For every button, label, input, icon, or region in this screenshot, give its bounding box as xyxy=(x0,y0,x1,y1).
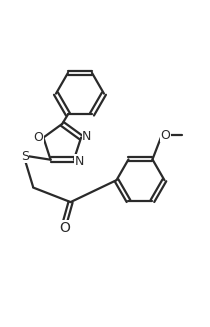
Text: O: O xyxy=(161,129,171,142)
Text: N: N xyxy=(74,155,84,168)
Text: O: O xyxy=(59,221,70,235)
Text: O: O xyxy=(33,131,43,144)
Text: S: S xyxy=(21,150,29,163)
Text: N: N xyxy=(82,130,92,143)
